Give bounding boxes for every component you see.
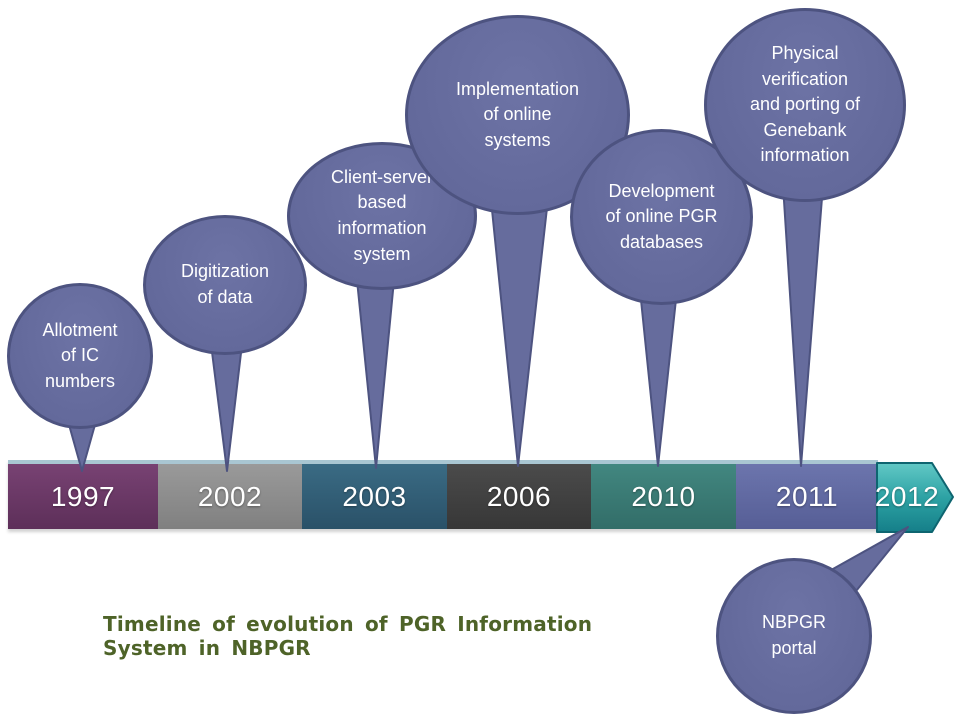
tail-client-server	[356, 279, 395, 469]
bubble-text: Allotment of IC numbers	[42, 319, 118, 391]
year-label: 1997	[50, 480, 116, 512]
timeline-segment-2002: 2002	[158, 464, 302, 529]
timeline-segment-2011: 2011	[736, 464, 878, 529]
bubble-text: Development of online PGR databases	[605, 180, 718, 252]
timeline-segment-2010: 2010	[591, 464, 736, 529]
timeline-arrow-2012	[876, 462, 954, 533]
tail-physical-verification	[782, 184, 824, 467]
bubble-text: Digitization of data	[180, 261, 270, 307]
tail-development	[639, 289, 678, 467]
bubble-text: Client-server based information system	[330, 166, 434, 264]
timeline-segment-2003: 2003	[302, 464, 447, 529]
tail-digitization	[209, 335, 244, 472]
year-label: 2006	[486, 480, 552, 512]
bubble-text: NBPGR portal	[761, 612, 826, 658]
tail-implementation	[489, 189, 550, 467]
timeline-bar: 1997 2002 2003 2006 2010 2011	[8, 460, 878, 529]
bubble-allotment-ic-numbers: Allotment of IC numbers	[7, 283, 153, 429]
bubble-text: Implementation of online systems	[455, 78, 580, 150]
bubble-development-online-pgr-databases: Development of online PGR databases	[570, 129, 753, 305]
timeline-segment-1997: 1997	[8, 464, 158, 529]
slide-caption: Timeline of evolution of PGR Information…	[103, 612, 593, 660]
bubble-physical-verification-genebank: Physical verification and porting of Gen…	[704, 8, 906, 202]
bubble-nbpgr-portal: NBPGR portal	[716, 558, 872, 714]
timeline-segment-2006: 2006	[447, 464, 591, 529]
bubble-digitization-of-data: Digitization of data	[143, 215, 307, 355]
bubble-text: Physical verification and porting of Gen…	[749, 43, 861, 166]
year-label: 2010	[631, 480, 696, 512]
year-label: 2003	[342, 480, 407, 512]
year-label: 2002	[197, 480, 263, 512]
year-label: 2011	[775, 480, 839, 512]
